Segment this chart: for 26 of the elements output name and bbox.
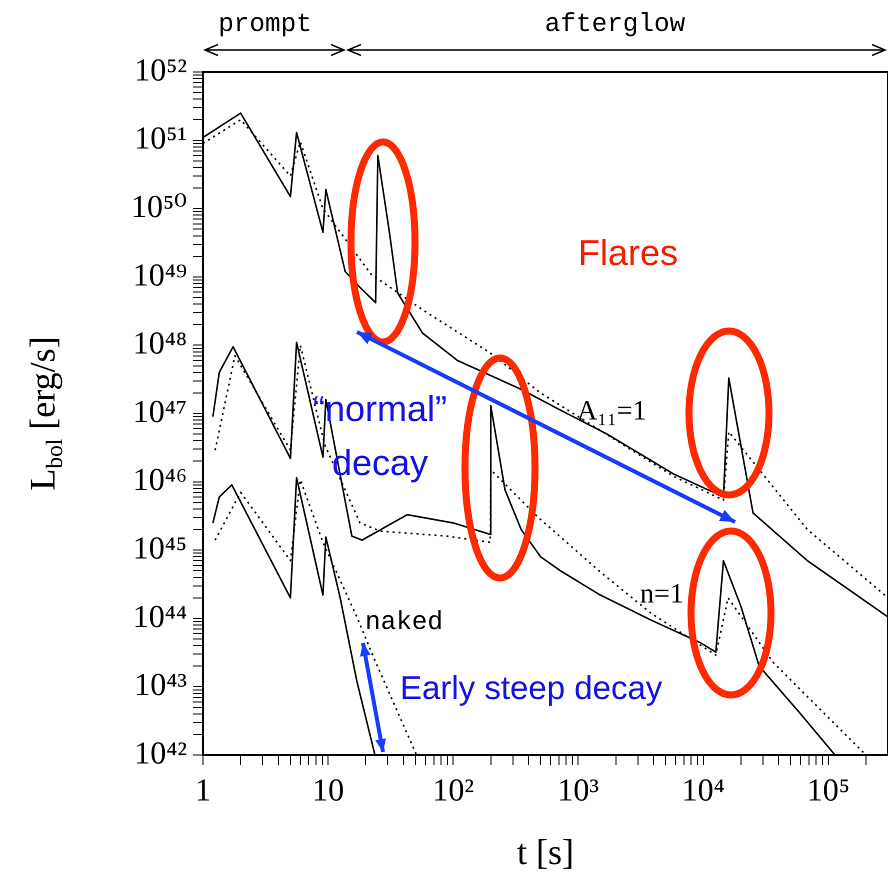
x-tick-label: 10³ [557, 772, 599, 808]
x-tick-label: 1 [195, 772, 211, 808]
annotation: A₁₁=1 [577, 395, 647, 426]
y-tick-label: 10⁴³ [134, 666, 187, 702]
annotation: Flares [578, 232, 678, 273]
y-tick-label: 10⁴⁹ [132, 256, 187, 292]
y-tick-label: 10⁴⁸ [132, 324, 187, 361]
annotation: Early steep decay [400, 669, 663, 706]
y-tick-label: 10⁴⁶ [132, 461, 187, 498]
x-tick-label: 10 [312, 772, 344, 808]
y-tick-label: 10⁴⁴ [132, 598, 187, 634]
text: prompt [218, 8, 312, 39]
x-tick-label: 10⁵ [806, 772, 850, 808]
annotation: n=1 [640, 578, 684, 610]
y-tick-label: 10⁵⁰ [131, 188, 187, 224]
annotation: naked [365, 606, 444, 637]
y-tick-label: 10⁴² [134, 734, 187, 770]
x-tick-label: 10⁴ [682, 772, 725, 808]
y-tick-label: 10⁵² [134, 51, 187, 88]
y-axis-title: Lbol [erg/s] [22, 336, 68, 491]
y-tick-label: 10⁵¹ [134, 120, 187, 156]
x-tick-label: 10² [432, 772, 474, 808]
x-axis-title: t [s] [517, 832, 574, 872]
y-tick-label: 10⁴⁷ [132, 392, 187, 429]
y-tick-label: 10⁴⁵ [132, 530, 187, 566]
text: afterglow [544, 8, 686, 39]
